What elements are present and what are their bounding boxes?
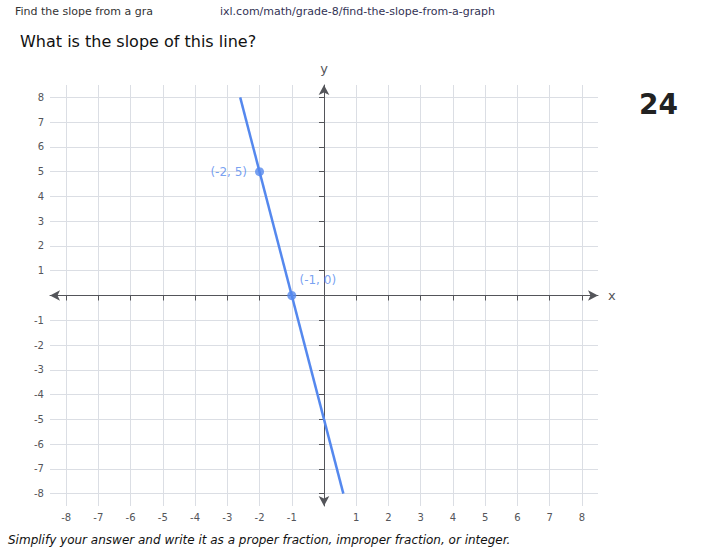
svg-text:-3: -3 — [222, 512, 232, 523]
svg-text:What is the slope of this line: What is the slope of this line? — [20, 32, 256, 51]
svg-text:Find the slope from a gra: Find the slope from a gra — [15, 5, 153, 18]
svg-text:-2: -2 — [255, 512, 265, 523]
svg-text:(-2, 5): (-2, 5) — [210, 165, 247, 179]
svg-text:-3: -3 — [34, 364, 44, 375]
svg-text:1: 1 — [38, 265, 44, 276]
svg-text:-5: -5 — [158, 512, 168, 523]
svg-text:7: 7 — [546, 512, 552, 523]
svg-text:6: 6 — [514, 512, 520, 523]
svg-text:7: 7 — [38, 117, 44, 128]
svg-text:y: y — [320, 61, 328, 76]
svg-text:-4: -4 — [34, 389, 44, 400]
svg-text:-1: -1 — [287, 512, 297, 523]
svg-text:5: 5 — [482, 512, 488, 523]
svg-text:x: x — [608, 288, 616, 303]
svg-text:-7: -7 — [34, 463, 44, 474]
svg-text:2: 2 — [38, 240, 44, 251]
svg-text:1: 1 — [353, 512, 359, 523]
svg-text:-6: -6 — [34, 439, 44, 450]
svg-text:-6: -6 — [126, 512, 136, 523]
svg-text:ixl.com/math/grade-8/find-the-: ixl.com/math/grade-8/find-the-slope-from… — [220, 5, 495, 18]
svg-text:3: 3 — [418, 512, 424, 523]
svg-text:4: 4 — [38, 191, 44, 202]
svg-text:Simplify your answer and write: Simplify your answer and write it as a p… — [8, 533, 510, 547]
svg-text:-5: -5 — [34, 414, 44, 425]
svg-text:-1: -1 — [34, 315, 44, 326]
svg-text:-8: -8 — [34, 488, 44, 499]
svg-text:3: 3 — [38, 216, 44, 227]
svg-text:6: 6 — [38, 141, 44, 152]
svg-text:(-1, 0): (-1, 0) — [299, 273, 336, 287]
svg-text:8: 8 — [38, 92, 44, 103]
svg-text:-8: -8 — [61, 512, 71, 523]
svg-text:-2: -2 — [34, 340, 44, 351]
svg-text:4: 4 — [450, 512, 456, 523]
svg-text:-7: -7 — [93, 512, 103, 523]
svg-text:5: 5 — [38, 166, 44, 177]
svg-text:-4: -4 — [190, 512, 200, 523]
svg-text:2: 2 — [385, 512, 391, 523]
svg-text:8: 8 — [579, 512, 585, 523]
svg-text:24: 24 — [639, 88, 678, 121]
